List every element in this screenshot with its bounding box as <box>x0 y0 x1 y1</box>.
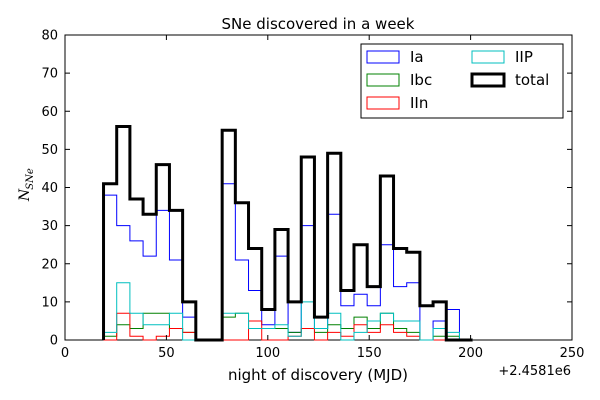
legend-label-iip: IIP <box>515 48 533 66</box>
legend-label-iin: IIn <box>410 94 428 112</box>
y-tick-label: 0 <box>50 334 58 349</box>
chart-title: SNe discovered in a week <box>222 15 415 33</box>
series-total-step <box>102 125 473 342</box>
legend-box <box>360 43 564 119</box>
y-axis-label: N SNe <box>17 168 36 202</box>
series-layer <box>102 125 473 342</box>
y-tick-label: 60 <box>41 105 58 120</box>
legend-swatch-ia <box>366 50 400 64</box>
x-axis-label: night of discovery (MJD) <box>228 366 408 384</box>
y-axis-label-sub: SNe <box>25 168 36 190</box>
x-tick-label: 50 <box>158 346 175 361</box>
legend-label-ibc: Ibc <box>410 71 432 89</box>
y-tick-label: 30 <box>41 219 58 234</box>
y-tick-label: 70 <box>41 67 58 82</box>
legend-swatch-total <box>470 72 506 88</box>
legend-swatch-ibc <box>366 73 400 87</box>
tick-layer: 0 50 100 150 200 250 0 10 20 30 40 50 60 70 80 <box>41 29 584 362</box>
series-ibc-step <box>103 312 473 341</box>
x-offset-label: +2.4581e6 <box>498 364 571 379</box>
x-tick-label: 0 <box>61 346 69 361</box>
y-tick-label: 10 <box>41 295 58 310</box>
legend: Ia Ibc IIn IIP total <box>360 43 564 119</box>
x-tick-label: 200 <box>458 346 483 361</box>
y-tick-label: 20 <box>41 257 58 272</box>
x-tick-label: 150 <box>357 346 382 361</box>
x-tick-label: 100 <box>255 346 280 361</box>
legend-entries: Ia Ibc IIn IIP total <box>366 48 549 112</box>
y-tick-label: 40 <box>41 181 58 196</box>
y-axis-label-main: N <box>17 188 33 202</box>
legend-swatch-iin <box>366 96 400 110</box>
legend-label-ia: Ia <box>410 48 424 66</box>
y-tick-label: 50 <box>41 143 58 158</box>
legend-swatch-iip <box>471 50 505 64</box>
y-tick-label: 80 <box>41 29 58 44</box>
x-tick-label: 250 <box>560 346 585 361</box>
legend-label-total: total <box>515 71 549 89</box>
series-iip-step <box>103 282 473 341</box>
